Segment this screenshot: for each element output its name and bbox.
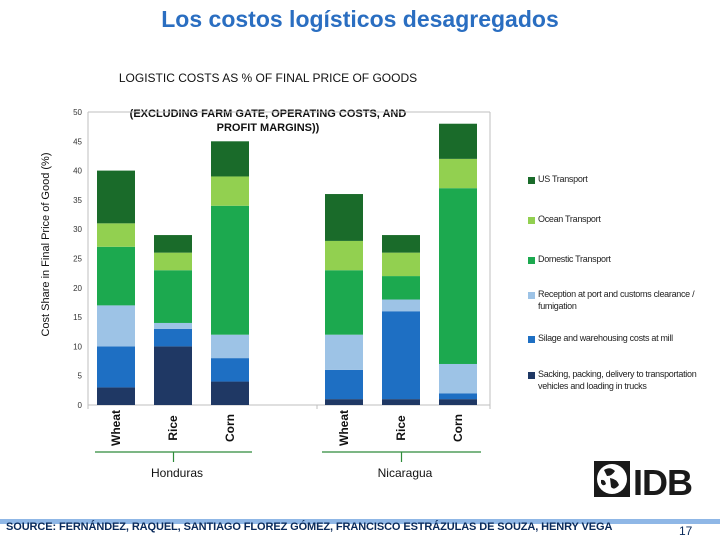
bar-segment — [325, 240, 363, 271]
x-tick-label: Wheat — [109, 410, 123, 446]
y-tick-label: 40 — [73, 167, 82, 176]
bar-segment — [211, 358, 249, 382]
y-tick-label: 45 — [73, 137, 82, 146]
footer-band — [0, 519, 720, 524]
legend-swatch — [528, 217, 535, 224]
bar-segment — [325, 399, 363, 405]
legend-swatch — [528, 372, 535, 379]
x-tick-label: Corn — [451, 414, 465, 442]
group-label-honduras: Honduras — [150, 466, 204, 480]
legend-swatch — [528, 292, 535, 299]
bar-segment — [154, 346, 192, 405]
x-tick-label: Rice — [394, 415, 408, 441]
legend-swatch — [528, 177, 535, 184]
y-tick-label: 20 — [73, 284, 82, 293]
bar-segment — [439, 188, 477, 364]
x-tick-label: Wheat — [337, 410, 351, 446]
y-tick-label: 10 — [73, 342, 82, 351]
bar-segment — [382, 399, 420, 405]
bar-segment — [211, 334, 249, 359]
bar-segment — [325, 369, 363, 400]
bar-segment — [382, 235, 420, 253]
bar-segment — [382, 311, 420, 400]
bar-segment — [154, 252, 192, 271]
globe-icon — [594, 461, 630, 497]
y-tick-label: 50 — [73, 108, 82, 117]
bar-segment — [97, 170, 135, 224]
bar-segment — [154, 322, 192, 329]
bar-segment — [439, 399, 477, 405]
legend-label: Ocean Transport — [538, 214, 601, 224]
chart-title: LOGISTIC COSTS AS % OF FINAL PRICE OF GO… — [118, 71, 418, 85]
legend-label: Sacking, packing, delivery to transporta… — [538, 369, 697, 391]
bar-segment — [325, 334, 363, 370]
y-tick-label: 5 — [78, 372, 83, 381]
bar-segment — [439, 158, 477, 189]
footer: SOURCE: FERNÁNDEZ, RAQUEL, SANTIAGO FLOR… — [0, 515, 720, 540]
bar-segment — [382, 252, 420, 277]
bar-segment — [154, 328, 192, 347]
x-tick-label: Corn — [223, 414, 237, 442]
bar-segment — [97, 346, 135, 388]
legend-label: Domestic Transport — [538, 254, 611, 264]
bar-segment — [97, 387, 135, 405]
bar-segment — [382, 276, 420, 300]
bar-segment — [439, 363, 477, 394]
legend-label: US Transport — [538, 174, 588, 184]
bar-segment — [211, 381, 249, 405]
page-number: 17 — [679, 524, 693, 538]
idb-logo: IDB — [594, 461, 693, 500]
bar-segment — [97, 246, 135, 306]
bar-segment — [97, 223, 135, 247]
y-axis-label: Cost Share in Final Price of Good (%) — [40, 152, 52, 336]
bar-segment — [382, 299, 420, 312]
legend-swatch — [528, 336, 535, 343]
bar-segment — [211, 141, 249, 177]
bar-segment — [211, 205, 249, 335]
y-tick-label: 0 — [78, 401, 83, 410]
bar-segment — [211, 176, 249, 206]
x-tick-label: Rice — [166, 415, 180, 441]
source-citation: SOURCE: FERNÁNDEZ, RAQUEL, SANTIAGO FLOR… — [6, 521, 613, 533]
group-label-nicaragua: Nicaragua — [377, 466, 433, 480]
bar-segment — [439, 123, 477, 159]
bar-segment — [325, 270, 363, 335]
bar-segment — [97, 305, 135, 347]
bar-segment — [439, 393, 477, 400]
bar-segment — [325, 194, 363, 241]
legend-label: Silage and warehousing costs at mill — [538, 333, 673, 343]
y-tick-label: 15 — [73, 313, 82, 322]
bar-segment — [154, 235, 192, 253]
slide-title: Los costos logísticos desagregados — [161, 6, 559, 32]
y-tick-label: 25 — [73, 255, 82, 264]
logo-text: IDB — [633, 462, 692, 500]
legend-swatch — [528, 257, 535, 264]
y-tick-label: 35 — [73, 196, 82, 205]
bar-segment — [154, 270, 192, 323]
y-tick-label: 30 — [73, 225, 82, 234]
chart-subtitle: (EXCLUDING FARM GATE, OPERATING COSTS, A… — [129, 108, 407, 134]
legend-label: Reception at port and customs clearance … — [538, 289, 695, 311]
